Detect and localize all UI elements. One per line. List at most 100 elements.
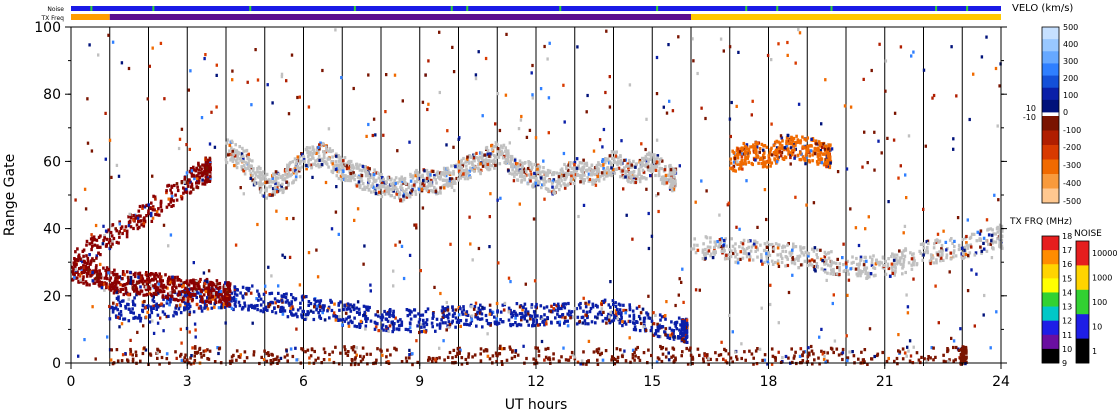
data-point <box>209 167 212 171</box>
data-point <box>157 207 160 211</box>
data-point <box>320 158 324 163</box>
data-point <box>345 167 349 171</box>
data-point <box>241 285 245 289</box>
data-point <box>440 172 443 176</box>
data-point <box>204 160 208 164</box>
data-point <box>235 293 239 297</box>
data-point <box>368 305 371 310</box>
data-point <box>543 176 547 180</box>
data-point <box>175 182 179 186</box>
data-point <box>579 301 582 306</box>
data-point <box>295 162 298 166</box>
data-point <box>327 307 330 311</box>
data-point <box>121 287 125 291</box>
data-point <box>93 269 97 273</box>
data-point <box>551 173 554 177</box>
data-point <box>783 148 786 152</box>
data-point <box>509 160 513 164</box>
data-point <box>628 170 631 175</box>
data-point <box>313 303 317 307</box>
data-point <box>419 183 422 187</box>
data-point <box>307 158 311 162</box>
data-point <box>105 277 109 281</box>
data-point <box>902 258 906 262</box>
data-point <box>467 161 471 165</box>
data-point <box>563 182 566 186</box>
data-point <box>273 172 277 176</box>
data-point <box>172 204 175 208</box>
freq-strip-segment <box>109 14 691 20</box>
data-point <box>115 229 118 233</box>
data-point <box>332 313 336 317</box>
data-point <box>226 292 229 296</box>
data-point <box>572 170 576 174</box>
data-point <box>875 258 878 262</box>
data-point <box>808 160 811 164</box>
data-point <box>757 161 760 165</box>
data-point <box>627 164 630 168</box>
data-point <box>672 187 676 191</box>
data-point <box>418 330 421 335</box>
data-point <box>812 249 816 253</box>
data-point <box>810 137 813 141</box>
data-point <box>733 154 737 158</box>
data-point <box>162 289 166 293</box>
noise-strip-mark <box>90 6 93 11</box>
data-point <box>306 155 310 159</box>
data-point <box>395 192 398 196</box>
data-point <box>242 156 245 161</box>
data-point <box>193 345 197 349</box>
data-point <box>807 254 810 258</box>
data-point <box>569 316 572 320</box>
data-point <box>198 347 201 351</box>
data-point <box>409 322 412 326</box>
freq-strip-segment <box>71 14 110 20</box>
data-point <box>806 145 809 149</box>
data-point <box>741 246 744 250</box>
data-point <box>260 182 264 186</box>
data-point <box>739 161 742 165</box>
data-point <box>542 166 545 170</box>
data-point <box>388 314 391 319</box>
data-point <box>299 301 302 305</box>
data-point <box>357 182 360 186</box>
data-point <box>756 142 759 146</box>
data-point <box>165 315 169 319</box>
data-point <box>85 254 88 258</box>
data-point <box>234 164 238 168</box>
data-point <box>129 225 133 229</box>
data-point <box>823 270 827 274</box>
data-point <box>102 266 105 270</box>
data-point <box>270 291 274 295</box>
data-point <box>441 178 445 182</box>
data-point <box>482 161 486 165</box>
scatter-data <box>71 28 1004 367</box>
data-point <box>469 175 472 179</box>
data-point <box>615 167 619 171</box>
data-point <box>527 323 530 327</box>
data-point <box>408 195 412 199</box>
data-point <box>411 176 415 180</box>
data-point <box>87 265 90 270</box>
data-point <box>521 315 525 319</box>
data-point <box>127 319 131 323</box>
data-point <box>416 177 419 181</box>
data-point <box>156 213 160 217</box>
data-point <box>190 292 193 296</box>
data-point <box>322 358 326 362</box>
data-point <box>982 241 985 245</box>
data-point <box>380 181 384 185</box>
data-point <box>812 265 816 269</box>
data-point <box>963 245 967 249</box>
data-point <box>247 304 251 308</box>
data-point <box>747 147 751 151</box>
data-point <box>246 157 249 161</box>
data-point <box>115 303 119 307</box>
data-point <box>274 185 277 189</box>
data-point <box>552 188 556 192</box>
data-point <box>344 162 348 166</box>
data-point <box>430 321 434 325</box>
data-point <box>185 279 189 283</box>
data-point <box>132 311 135 315</box>
data-point <box>987 227 990 231</box>
